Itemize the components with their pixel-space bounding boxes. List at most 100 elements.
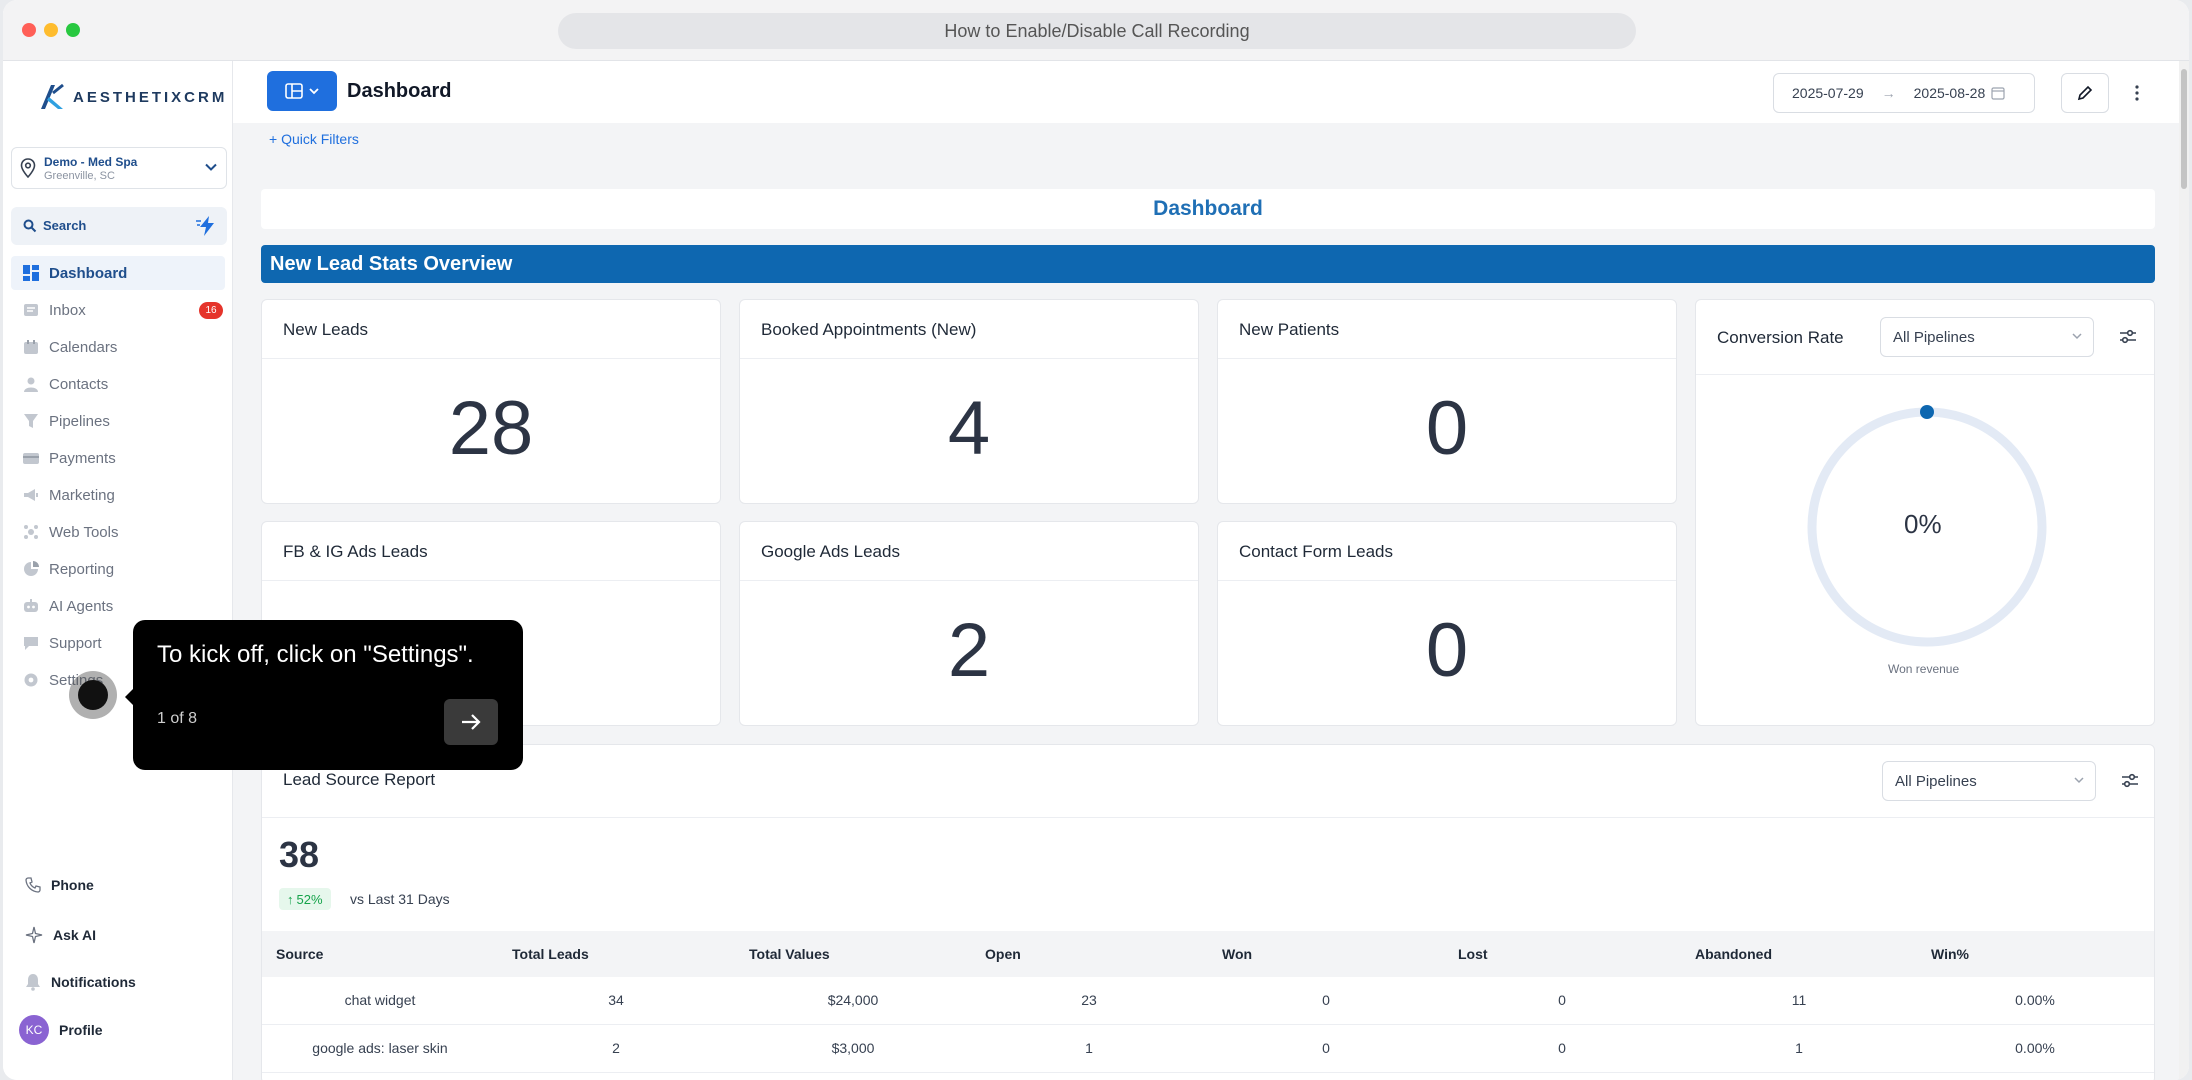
column-header[interactable]: Open [985, 946, 1021, 962]
table-cell: 0.00% [2015, 1040, 2055, 1056]
sidebar-item-inbox[interactable]: Inbox 16 [11, 293, 225, 327]
layout-icon [285, 83, 303, 99]
stat-card-contact-form-leads[interactable]: Contact Form Leads 0 [1217, 521, 1677, 726]
column-header[interactable]: Abandoned [1695, 946, 1772, 962]
card-divider [740, 358, 1198, 359]
conversion-rate-card: Conversion Rate All Pipelines 0% Won rev… [1695, 299, 2155, 726]
column-header[interactable]: Total Leads [512, 946, 589, 962]
sidebar-item-reporting[interactable]: Reporting [11, 552, 225, 586]
bell-icon [26, 974, 40, 991]
column-header[interactable]: Lost [1458, 946, 1488, 962]
tooltip-step-counter: 1 of 8 [157, 710, 198, 727]
card-title: FB & IG Ads Leads [283, 542, 428, 561]
more-options-button[interactable] [2127, 77, 2147, 109]
search-label: Search [43, 218, 87, 233]
filter-settings-icon[interactable] [2118, 327, 2138, 347]
logo-text: AESTHETIXCRM [73, 88, 228, 106]
table-row[interactable]: chat widget 34 $24,000 23 0 0 11 0.00% [262, 977, 2154, 1025]
card-value: 28 [448, 386, 534, 471]
inbox-icon [23, 302, 39, 318]
web-tools-icon [23, 524, 39, 540]
location-pin-icon [20, 158, 36, 178]
app-window: How to Enable/Disable Call Recording AES… [3, 0, 2189, 1080]
sidebar-item-label: Payments [49, 449, 116, 467]
date-range-picker[interactable]: 2025-07-29 → 2025-08-28 [1773, 73, 2035, 113]
change-badge: ↑ 52% [279, 888, 331, 910]
sidebar-item-label: Marketing [49, 486, 115, 504]
notifications-label: Notifications [51, 974, 136, 990]
card-divider [262, 817, 2154, 818]
card-value: 2 [947, 608, 991, 693]
walkthrough-hotspot[interactable] [69, 671, 117, 719]
table-cell: 11 [1791, 992, 1807, 1008]
date-from: 2025-07-29 [1792, 85, 1864, 101]
sidebar-item-label: Pipelines [49, 412, 110, 430]
location-city: Greenville, SC [44, 170, 115, 182]
stat-card-new-patients[interactable]: New Patients 0 [1217, 299, 1677, 504]
layout-switcher-button[interactable] [267, 71, 337, 111]
sidebar-item-web-tools[interactable]: Web Tools [11, 515, 225, 549]
maximize-window-button[interactable] [66, 23, 80, 37]
table-cell: 0.00% [2015, 992, 2055, 1008]
sidebar-item-support[interactable]: Support [11, 626, 225, 660]
contacts-icon [23, 376, 39, 392]
card-divider [1218, 358, 1676, 359]
arrow-right-icon [462, 714, 481, 730]
stat-card-google-ads-leads[interactable]: Google Ads Leads 2 [739, 521, 1199, 726]
sidebar-item-calendars[interactable]: Calendars [11, 330, 225, 364]
chevron-down-icon [2074, 777, 2084, 784]
location-name: Demo - Med Spa [44, 155, 138, 169]
notifications-button[interactable]: Notifications [25, 973, 136, 991]
phone-label: Phone [51, 877, 94, 893]
ai-agents-icon [23, 598, 39, 614]
profile-button[interactable]: KC Profile [19, 1015, 103, 1045]
sidebar-item-label: Web Tools [49, 523, 119, 541]
calendar-icon [1991, 87, 2005, 100]
column-header[interactable]: Total Values [749, 946, 830, 962]
address-bar[interactable]: How to Enable/Disable Call Recording [558, 13, 1636, 49]
pipeline-select[interactable]: All Pipelines [1880, 317, 2094, 357]
close-window-button[interactable] [22, 23, 36, 37]
column-header[interactable]: Won [1222, 946, 1253, 962]
column-header[interactable]: Win% [1931, 946, 1969, 962]
support-icon [23, 635, 39, 651]
kebab-menu-icon [2135, 85, 2139, 101]
card-divider [740, 580, 1198, 581]
column-header[interactable]: Source [276, 946, 324, 962]
ask-ai-button[interactable]: Ask AI [25, 926, 96, 944]
card-title: New Patients [1239, 320, 1340, 339]
lead-source-pipeline-select[interactable]: All Pipelines [1882, 761, 2096, 801]
minimize-window-button[interactable] [44, 23, 58, 37]
location-switcher[interactable]: Demo - Med Spa Greenville, SC [11, 147, 227, 189]
sidebar-item-ai-agents[interactable]: AI Agents [11, 589, 225, 623]
page-scrollbar[interactable] [2179, 61, 2189, 1080]
arrow-up-icon: ↑ [287, 891, 294, 907]
quick-filters-button[interactable]: + Quick Filters [269, 131, 359, 147]
won-revenue-caption: Won revenue [1888, 662, 1960, 676]
inbox-count-badge: 16 [199, 302, 223, 319]
card-value: 0 [1425, 608, 1469, 693]
tooltip-next-button[interactable] [444, 699, 498, 745]
card-divider [1218, 580, 1676, 581]
reporting-icon [23, 561, 39, 577]
stat-card-booked-appointments[interactable]: Booked Appointments (New) 4 [739, 299, 1199, 504]
lightning-icon[interactable] [195, 215, 219, 237]
sidebar-item-pipelines[interactable]: Pipelines [11, 404, 225, 438]
pencil-icon [2077, 85, 2093, 101]
scrollbar-thumb[interactable] [2181, 69, 2187, 189]
dashboard-heading: Dashboard [261, 189, 2155, 229]
edit-dashboard-button[interactable] [2061, 73, 2109, 113]
app-logo[interactable]: AESTHETIXCRM [39, 83, 227, 111]
phone-button[interactable]: Phone [25, 877, 94, 893]
lead-source-report-card: Lead Source Report All Pipelines 38 ↑ 52… [261, 744, 2155, 1080]
sidebar-item-label: AI Agents [49, 597, 114, 615]
sidebar-item-payments[interactable]: Payments [11, 441, 225, 475]
table-row[interactable]: google ads: laser skin 2 $3,000 1 0 0 1 … [262, 1025, 2154, 1073]
search-button[interactable]: Search [11, 207, 227, 245]
filter-settings-icon[interactable] [2120, 771, 2140, 791]
stat-card-new-leads[interactable]: New Leads 28 [261, 299, 721, 504]
sidebar-item-contacts[interactable]: Contacts [11, 367, 225, 401]
table-cell: 2 [612, 1040, 620, 1056]
sidebar-item-dashboard[interactable]: Dashboard [11, 256, 225, 290]
sidebar-item-marketing[interactable]: Marketing [11, 478, 225, 512]
